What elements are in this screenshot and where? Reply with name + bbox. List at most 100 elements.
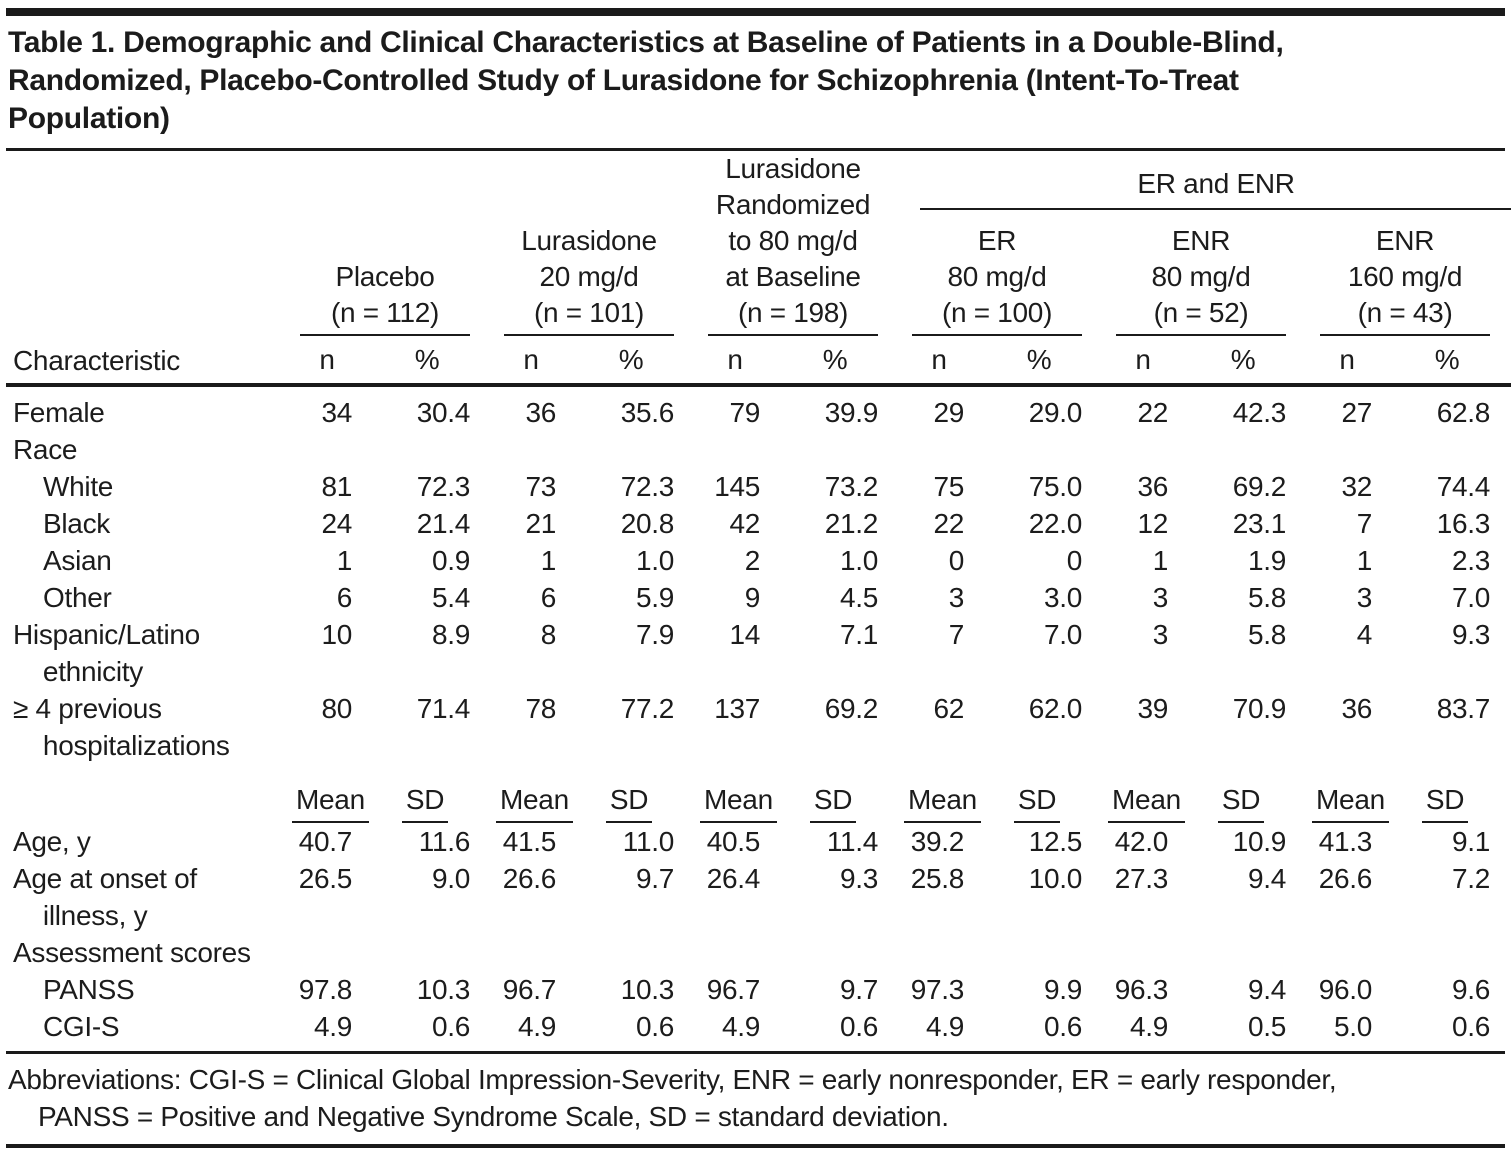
value-cell: 20.8: [620, 508, 675, 539]
col-group-title: Placebo (n = 112): [330, 261, 440, 328]
value-cell: 29.0: [1028, 397, 1083, 428]
value-cell: [292, 934, 380, 971]
value-cell: 62: [933, 693, 965, 724]
value-cell: [1400, 431, 1511, 468]
value-cell: 71.4: [416, 693, 471, 724]
value-cell: 5.4: [431, 582, 471, 613]
value-cell: 9.9: [1044, 974, 1083, 1005]
value-cell: 24: [321, 508, 352, 539]
value-cell: 26.6: [502, 863, 557, 894]
group-underline: [1320, 334, 1491, 342]
value-cell: [496, 934, 584, 971]
value-cell: 3: [1356, 582, 1373, 613]
value-cell: 7.1: [840, 619, 879, 650]
value-cell: 11.6: [418, 826, 471, 857]
subheader-n: n: [1108, 342, 1197, 387]
subheader-n: n: [292, 342, 380, 387]
value-cell: 8: [540, 619, 557, 650]
value-cell: 10.3: [416, 974, 471, 1005]
value-cell: 26.6: [1318, 863, 1373, 894]
value-cell: 69.2: [824, 693, 879, 724]
value-cell: 39.2: [910, 826, 965, 857]
col-group-er-80: ER 80 mg/d (n = 100): [904, 220, 1108, 342]
value-cell: 0.6: [840, 1011, 879, 1042]
value-cell: 12: [1137, 508, 1169, 539]
value-cell: 4.9: [1130, 1011, 1169, 1042]
value-cell: 10.3: [620, 974, 675, 1005]
row-label: Hispanic/Latino ethnicity: [13, 619, 200, 687]
value-cell: 72.3: [416, 471, 471, 502]
value-cell: 40.7: [298, 826, 353, 857]
value-cell: [1400, 934, 1511, 971]
value-cell: 41.3: [1318, 826, 1373, 857]
value-cell: 0: [1066, 545, 1083, 576]
value-cell: 5.9: [635, 582, 675, 613]
value-cell: 1: [336, 545, 353, 576]
table-row: Black 24 21.4 21 20.8 42 21.2 22 22.0 12 23.1 7 16.3: [6, 505, 1511, 542]
underlined-subheader-text: SD: [1013, 781, 1061, 823]
col-group-title: Lurasidone 20 mg/d (n = 101): [521, 225, 657, 328]
abbreviations-footnote: Abbreviations: CGI-S = Clinical Global I…: [6, 1051, 1505, 1148]
value-cell: 75: [933, 471, 965, 502]
value-cell: 22: [1137, 397, 1169, 428]
table-row: Race: [6, 431, 1511, 468]
value-cell: 70.9: [1232, 693, 1287, 724]
value-cell: [1108, 934, 1196, 971]
table-row: PANSS 97.8 10.3 96.7 10.3 96.7 9.7 97.3 9.9 96.3 9…: [6, 971, 1511, 1008]
value-cell: [292, 431, 380, 468]
subheader-n: n: [700, 342, 789, 387]
value-cell: 1.0: [840, 545, 879, 576]
col-group-lurasidone-20: Lurasidone 20 mg/d (n = 101): [496, 151, 700, 342]
value-cell: 42: [729, 508, 761, 539]
value-cell: 41.5: [502, 826, 557, 857]
value-cell: 0.5: [1248, 1011, 1287, 1042]
value-cell: 42.0: [1114, 826, 1169, 857]
col-group-placebo: Placebo (n = 112): [292, 151, 496, 342]
value-cell: 26.4: [706, 863, 761, 894]
value-cell: [788, 431, 904, 468]
spanner-title: ER and ENR: [920, 152, 1511, 211]
value-cell: [380, 934, 496, 971]
value-cell: 1: [540, 545, 557, 576]
value-cell: 97.8: [298, 974, 353, 1005]
value-cell: 9.3: [1452, 619, 1491, 650]
value-cell: 4.9: [926, 1011, 965, 1042]
value-cell: 10: [321, 619, 352, 650]
subheader-n: n: [496, 342, 585, 387]
value-cell: 74.4: [1436, 471, 1491, 502]
value-cell: 4: [1356, 619, 1373, 650]
value-cell: [992, 934, 1108, 971]
value-cell: 96.3: [1114, 974, 1169, 1005]
value-cell: 21.2: [824, 508, 879, 539]
value-cell: 7.9: [635, 619, 675, 650]
table-row: Age at onset of illness, y 26.5 9.0 26.6 9.7…: [6, 860, 1511, 934]
col-spanner-er-and-enr: ER and ENR: [904, 151, 1511, 220]
value-cell: 10.9: [1232, 826, 1287, 857]
col-group-enr-80: ENR 80 mg/d (n = 52): [1108, 220, 1312, 342]
value-cell: 1: [1152, 545, 1169, 576]
value-cell: 14: [729, 619, 761, 650]
subheader-sd: SD: [992, 764, 1108, 823]
value-cell: 79: [729, 397, 761, 428]
value-cell: 23.1: [1232, 508, 1287, 539]
value-cell: 7.0: [1044, 619, 1083, 650]
value-cell: 35.6: [620, 397, 675, 428]
value-cell: [992, 431, 1108, 468]
value-cell: 73: [525, 471, 557, 502]
value-cell: 25.8: [910, 863, 965, 894]
value-cell: 36: [525, 397, 557, 428]
row-label: Assessment scores: [13, 937, 251, 968]
value-cell: [1196, 934, 1312, 971]
underlined-subheader-text: SD: [605, 781, 653, 823]
row-label: Female: [13, 397, 105, 428]
value-cell: 27.3: [1114, 863, 1169, 894]
value-cell: [380, 431, 496, 468]
row-label: Race: [13, 434, 78, 465]
value-cell: [904, 431, 992, 468]
value-cell: 34: [321, 397, 352, 428]
value-cell: 26.5: [298, 863, 353, 894]
value-cell: 7: [948, 619, 965, 650]
table-row: Assessment scores: [6, 934, 1511, 971]
baseline-characteristics-table: Characteristic Placebo (n = 112) Lurasid…: [6, 151, 1511, 1051]
value-cell: 75.0: [1028, 471, 1083, 502]
